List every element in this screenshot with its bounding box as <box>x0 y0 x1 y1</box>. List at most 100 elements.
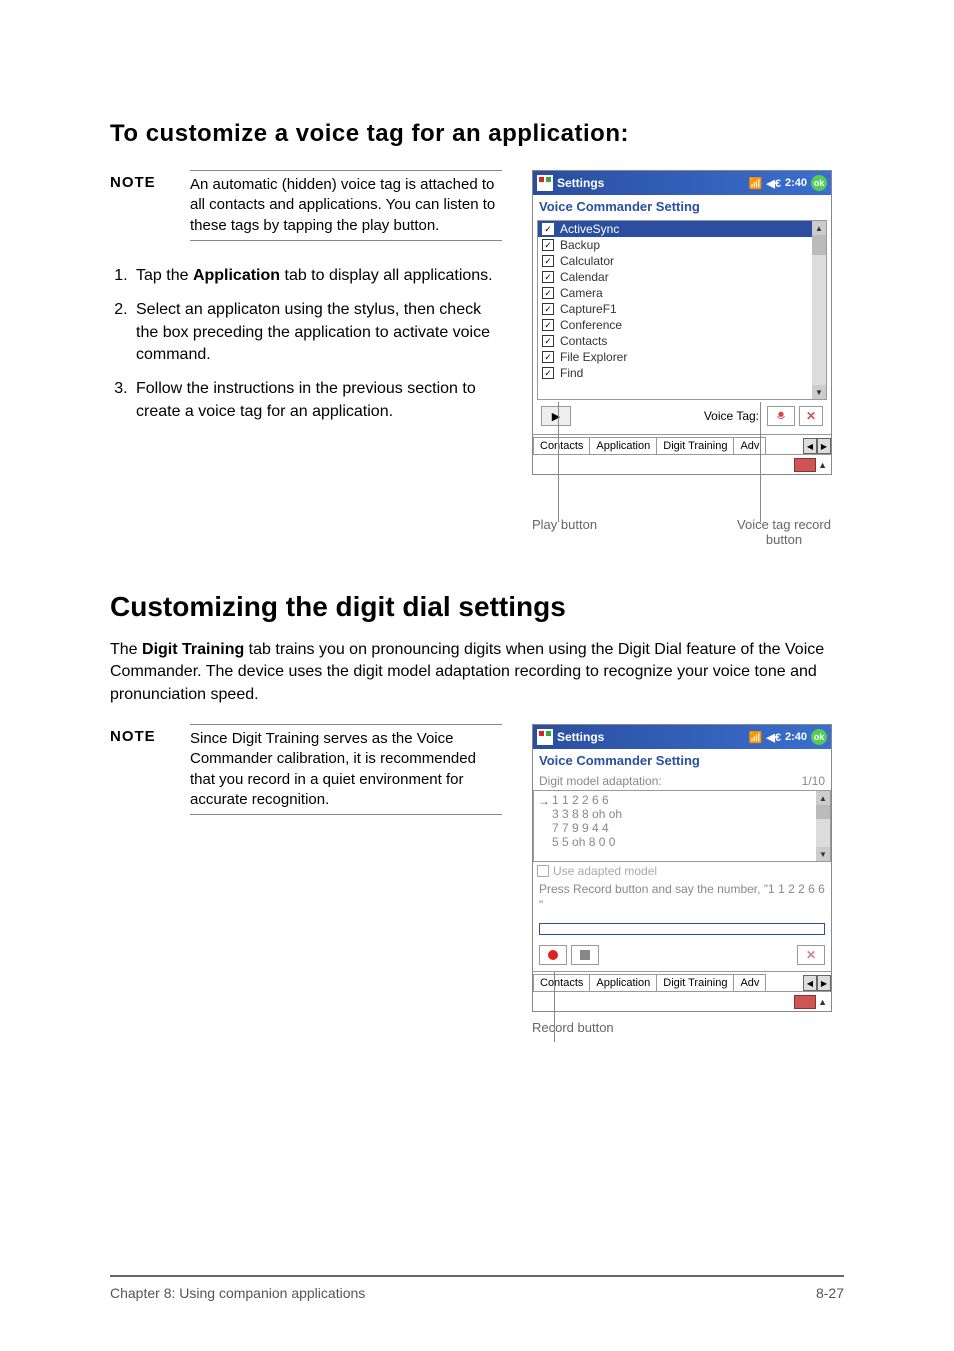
ss2-title: Settings <box>557 730 749 744</box>
ok-button[interactable]: ok <box>811 175 827 191</box>
ss2-time: 2:40 <box>785 731 807 743</box>
current-arrow-icon: → <box>538 794 550 808</box>
scrollbar-track[interactable]: ▲ ▼ <box>812 221 826 399</box>
app-label: Contacts <box>560 334 607 348</box>
ok-button[interactable]: ok <box>811 729 827 745</box>
ss2-tabrow: Contacts Application Digit Training Adv … <box>533 971 831 991</box>
keyboard-icon[interactable] <box>794 458 816 472</box>
scroll-thumb[interactable] <box>812 235 826 255</box>
checkbox-icon[interactable]: ✓ <box>542 239 554 251</box>
digit-dial-body: The Digit Training tab trains you on pro… <box>110 639 844 706</box>
app-label: Calendar <box>560 270 609 284</box>
stop-button[interactable] <box>571 945 599 965</box>
sip-up-arrow-icon[interactable]: ▲ <box>818 460 827 470</box>
checkbox-icon[interactable]: ✓ <box>542 367 554 379</box>
play-button[interactable]: ▶ <box>541 406 571 426</box>
tab-scroll: ◀ ▶ <box>803 438 831 454</box>
checkbox-icon[interactable]: ✓ <box>542 271 554 283</box>
app-row-calendar[interactable]: ✓ Calendar <box>538 269 826 285</box>
ss1-subtitle: Voice Commander Setting <box>533 195 831 218</box>
signal-icon: 📶 <box>749 731 763 744</box>
tab-digit-training[interactable]: Digit Training <box>656 437 734 454</box>
step1-b: tab to display all applications. <box>280 267 493 284</box>
step1-a: Tap the <box>136 267 193 284</box>
scroll-up-arrow-icon[interactable]: ▲ <box>816 791 830 805</box>
keyboard-icon[interactable] <box>794 995 816 1009</box>
tab-scroll-right[interactable]: ▶ <box>817 438 831 454</box>
app-row-camera[interactable]: ✓ Camera <box>538 285 826 301</box>
ss1-titlebar: Settings 📶 ◀€ 2:40 ok <box>533 171 831 195</box>
app-label: CaptureF1 <box>560 302 617 316</box>
checkbox-icon[interactable]: ✓ <box>542 223 554 235</box>
digit-list[interactable]: → 1 1 2 2 6 6 3 3 8 8 oh oh 7 7 9 9 4 4 … <box>533 790 831 862</box>
tab-adv[interactable]: Adv <box>733 437 766 454</box>
note-label-2: NOTE <box>110 724 170 815</box>
callout-line-record2 <box>554 972 555 1042</box>
scroll-down-arrow-icon[interactable]: ▼ <box>816 847 830 861</box>
scroll-thumb[interactable] <box>816 805 830 819</box>
volume-icon: ◀€ <box>766 731 781 744</box>
app-row-contacts[interactable]: ✓ Contacts <box>538 333 826 349</box>
step1-bold: Application <box>193 267 280 284</box>
instruction-text: Press Record button and say the number, … <box>533 880 831 923</box>
app-row-backup[interactable]: ✓ Backup <box>538 237 826 253</box>
record-button[interactable] <box>539 945 567 965</box>
progress-bar <box>539 923 825 935</box>
body2-a: The <box>110 641 142 658</box>
tab-application[interactable]: Application <box>589 974 657 991</box>
checkbox-icon[interactable]: ✓ <box>542 255 554 267</box>
voice-tag-delete-button[interactable]: ✕ <box>799 406 823 426</box>
app-row-fileexplorer[interactable]: ✓ File Explorer <box>538 349 826 365</box>
checkbox-icon[interactable]: ✓ <box>542 303 554 315</box>
checkbox-icon[interactable]: ✓ <box>542 351 554 363</box>
scrollbar-track[interactable]: ▲ ▼ <box>816 791 830 861</box>
app-row-calculator[interactable]: ✓Calculator <box>538 253 826 269</box>
note-block-2: NOTE Since Digit Training serves as the … <box>110 724 502 815</box>
voice-tag-record-button[interactable] <box>767 406 795 426</box>
ss2-status: 📶 ◀€ 2:40 ok <box>749 729 827 745</box>
app-row-activesync[interactable]: ✓ ActiveSync <box>538 221 826 237</box>
tab-scroll-left[interactable]: ◀ <box>803 438 817 454</box>
application-list[interactable]: ✓ ActiveSync ✓ Backup ✓Calculator ✓ Calenda… <box>537 220 827 400</box>
tab-application[interactable]: Application <box>589 437 657 454</box>
stop-square-icon <box>580 950 590 960</box>
voice-tag-label: Voice Tag: <box>575 409 763 423</box>
label-play-button: Play button <box>532 517 597 547</box>
delete-recording-button[interactable]: ✕ <box>797 945 825 965</box>
tab-adv[interactable]: Adv <box>733 974 766 991</box>
tab-contacts[interactable]: Contacts <box>533 974 590 991</box>
digit-top: Digit model adaptation: 1/10 <box>533 772 831 790</box>
record-voice-icon <box>774 409 788 423</box>
label-record-button: Record button <box>532 1020 844 1035</box>
checkbox-icon[interactable]: ✓ <box>542 335 554 347</box>
app-label: File Explorer <box>560 350 627 364</box>
checkbox-icon[interactable]: ✓ <box>542 319 554 331</box>
screenshot-digit-training: Settings 📶 ◀€ 2:40 ok Voice Commander Se… <box>532 724 832 1012</box>
app-row-capturef1[interactable]: ✓ CaptureF1 <box>538 301 826 317</box>
record-row: ✕ <box>533 943 831 971</box>
tab-scroll: ◀ ▶ <box>803 975 831 991</box>
step-2: Select an applicaton using the stylus, t… <box>132 299 502 366</box>
digit-count: 1/10 <box>802 774 825 788</box>
tab-scroll-left[interactable]: ◀ <box>803 975 817 991</box>
scroll-down-arrow-icon[interactable]: ▼ <box>812 385 826 399</box>
page-footer: Chapter 8: Using companion applications … <box>110 1275 844 1301</box>
digit-model-label: Digit model adaptation: <box>539 774 662 788</box>
use-adapted-checkbox[interactable]: Use adapted model <box>533 862 831 880</box>
app-label: Backup <box>560 238 600 252</box>
digit-row: 1 1 2 2 6 6 <box>552 793 826 807</box>
scroll-up-arrow-icon[interactable]: ▲ <box>812 221 826 235</box>
digit-row: 3 3 8 8 oh oh <box>552 807 826 821</box>
sip-bar: ▲ <box>533 454 831 474</box>
app-label: Camera <box>560 286 603 300</box>
app-row-conference[interactable]: ✓Conference <box>538 317 826 333</box>
sip-up-arrow-icon[interactable]: ▲ <box>818 997 827 1007</box>
tab-digit-training[interactable]: Digit Training <box>656 974 734 991</box>
tab-contacts[interactable]: Contacts <box>533 437 590 454</box>
app-row-find[interactable]: ✓Find <box>538 365 826 381</box>
app-label: ActiveSync <box>560 222 619 236</box>
checkbox-icon[interactable]: ✓ <box>542 287 554 299</box>
checkbox-icon[interactable] <box>537 865 549 877</box>
ss1-status: 📶 ◀€ 2:40 ok <box>749 175 827 191</box>
tab-scroll-right[interactable]: ▶ <box>817 975 831 991</box>
